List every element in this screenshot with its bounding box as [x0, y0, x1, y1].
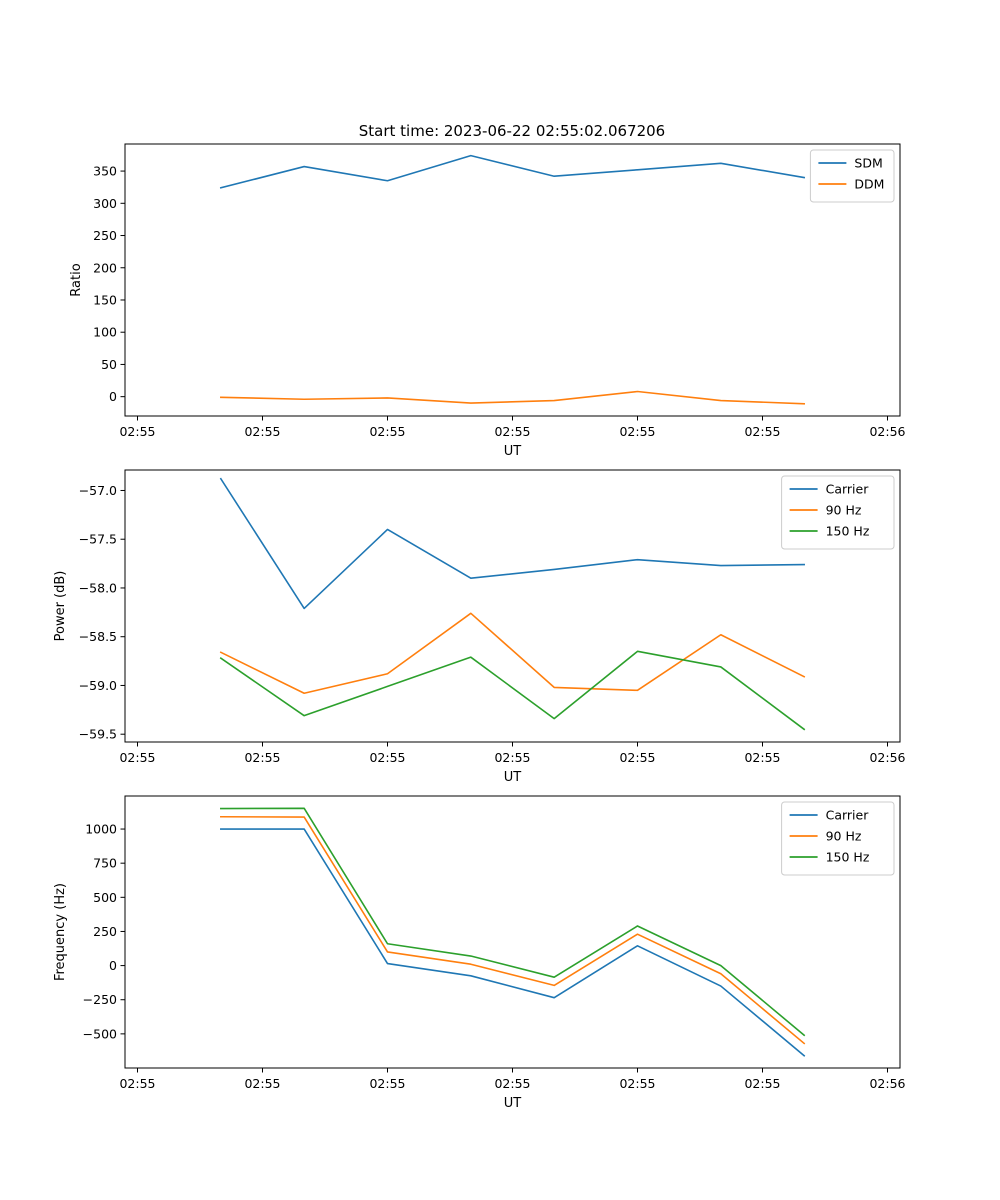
- x-tick-label: 02:55: [619, 1076, 655, 1091]
- legend-label: 90 Hz: [826, 503, 862, 518]
- y-tick-label: 350: [93, 164, 117, 179]
- x-axis-label: UT: [504, 1096, 522, 1111]
- y-tick-label: −58.5: [79, 629, 117, 644]
- series-line-90-hz: [219, 612, 806, 695]
- y-tick-label: 250: [93, 228, 117, 243]
- y-tick-label: −250: [83, 992, 117, 1007]
- y-tick-label: 300: [93, 196, 117, 211]
- y-tick-label: 750: [93, 856, 117, 871]
- x-tick-label: 02:55: [619, 750, 655, 765]
- x-tick-label: 02:55: [744, 750, 780, 765]
- x-tick-label: 02:55: [244, 1076, 280, 1091]
- y-tick-label: −500: [83, 1026, 117, 1041]
- x-tick-label: 02:55: [119, 424, 155, 439]
- y-tick-label: 0: [109, 958, 117, 973]
- series-line-150-hz: [220, 807, 806, 1037]
- legend: Carrier 90 Hz 150 Hz: [781, 475, 895, 550]
- x-tick-label: 02:55: [494, 424, 530, 439]
- legend: Carrier 90 Hz 150 Hz: [781, 801, 895, 876]
- subplot-3: 02:55 02:55 02:55 02:55 02:55 02:55 02:56 −500 −…: [53, 795, 906, 1111]
- series-line-ddm: [220, 390, 806, 405]
- legend-label: Carrier: [826, 482, 870, 497]
- x-tick-label: 02:56: [869, 750, 905, 765]
- x-tick-label: 02:56: [869, 424, 905, 439]
- x-tick-label: 02:56: [869, 1076, 905, 1091]
- y-tick-label: 150: [93, 292, 117, 307]
- x-tick-label: 02:55: [619, 424, 655, 439]
- series-line-carrier: [220, 828, 806, 1057]
- y-tick-label: 0: [109, 389, 117, 404]
- y-tick-label: −57.5: [79, 532, 117, 547]
- subplot-1: 02:55 02:55 02:55 02:55 02:55 02:55 02:56 0 50 10…: [69, 143, 906, 459]
- figure-title: Start time: 2023-06-22 02:55:02.067206: [359, 122, 665, 140]
- legend-label: SDM: [854, 156, 882, 171]
- x-tick-label: 02:55: [494, 1076, 530, 1091]
- y-axis-label: Power (dB): [53, 571, 68, 642]
- series-line-carrier: [219, 477, 805, 610]
- x-axis-label: UT: [504, 444, 522, 459]
- x-tick-label: 02:55: [369, 750, 405, 765]
- y-tick-label: 100: [93, 325, 117, 340]
- subplot-2: 02:55 02:55 02:55 02:55 02:55 02:55 02:56 −59.5…: [53, 469, 906, 785]
- x-tick-label: 02:55: [119, 1076, 155, 1091]
- x-tick-label: 02:55: [369, 1076, 405, 1091]
- y-tick-label: −59.0: [79, 678, 117, 693]
- x-tick-label: 02:55: [494, 750, 530, 765]
- x-tick-label: 02:55: [744, 1076, 780, 1091]
- legend-label: 150 Hz: [826, 850, 870, 865]
- y-axis-label: Ratio: [69, 263, 84, 296]
- series-line-sdm: [219, 154, 806, 189]
- x-tick-label: 02:55: [369, 424, 405, 439]
- x-tick-label: 02:55: [244, 750, 280, 765]
- series-line-150-hz: [219, 650, 806, 731]
- series-line-90-hz: [220, 815, 806, 1045]
- y-tick-label: 1000: [85, 822, 117, 837]
- x-axis-label: UT: [504, 770, 522, 785]
- y-tick-label: −59.5: [79, 727, 117, 742]
- y-tick-label: 500: [93, 890, 117, 905]
- y-tick-label: 200: [93, 260, 117, 275]
- legend-label: 150 Hz: [826, 524, 870, 539]
- x-tick-label: 02:55: [744, 424, 780, 439]
- legend-label: DDM: [854, 177, 884, 192]
- y-tick-label: −57.0: [79, 483, 117, 498]
- x-tick-label: 02:55: [244, 424, 280, 439]
- y-tick-label: 50: [101, 357, 117, 372]
- y-axis-label: Frequency (Hz): [53, 883, 68, 981]
- legend: SDM DDM: [809, 149, 895, 203]
- legend-label: Carrier: [826, 808, 870, 823]
- legend-label: 90 Hz: [826, 829, 862, 844]
- y-tick-label: 250: [93, 924, 117, 939]
- y-tick-label: −58.0: [79, 580, 117, 595]
- x-tick-label: 02:55: [119, 750, 155, 765]
